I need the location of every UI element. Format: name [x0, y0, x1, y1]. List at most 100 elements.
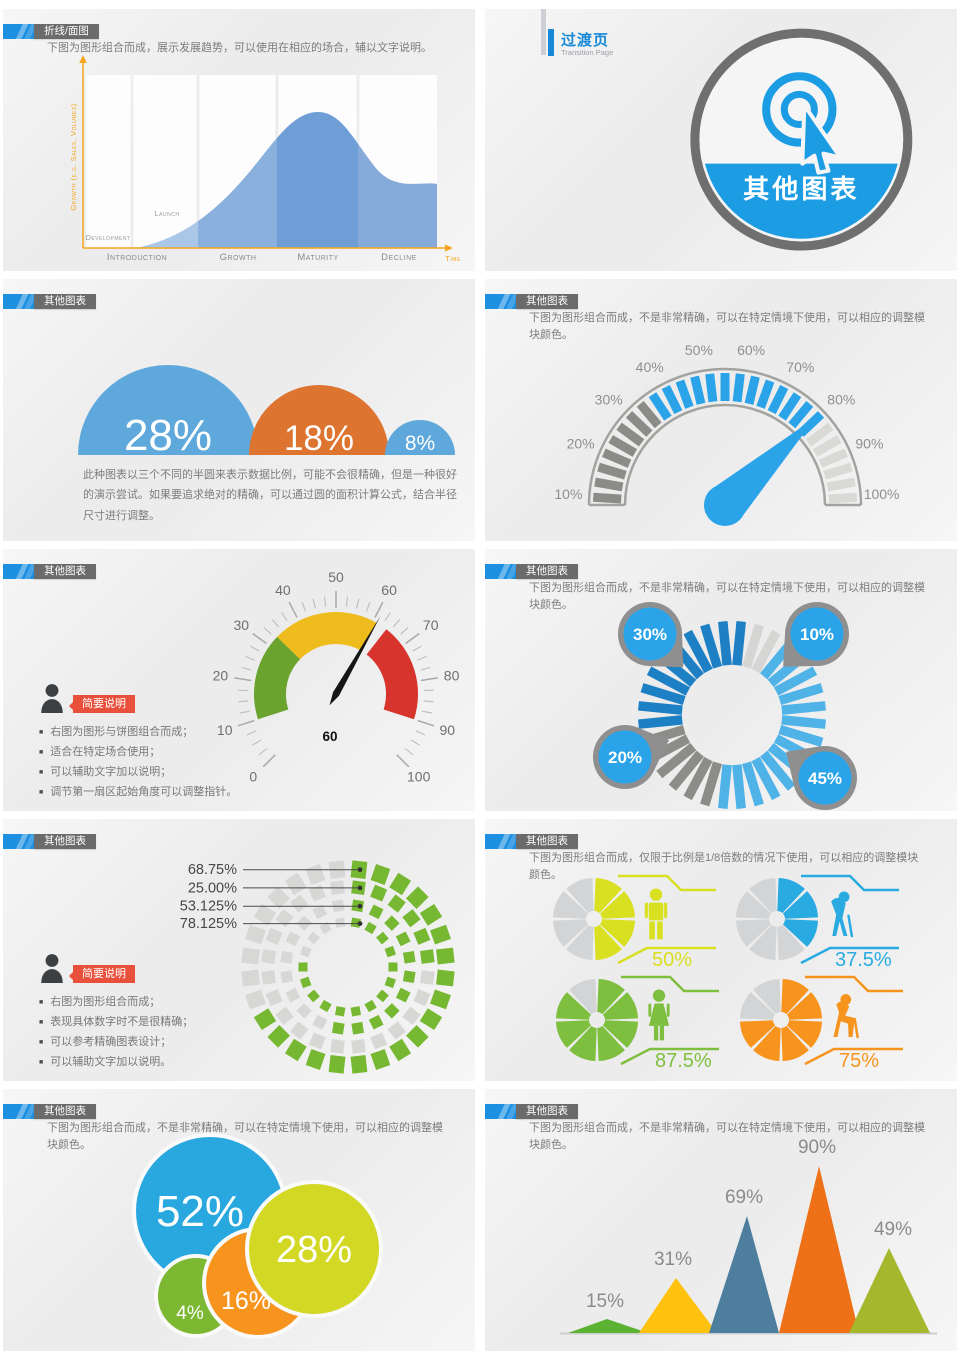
value-label: 28% [124, 411, 212, 460]
value-label: 4% [176, 1303, 204, 1324]
slide-transition: 过渡页 Transition Page 其他图表 [485, 9, 957, 271]
value-label: 100% [864, 486, 900, 502]
value-label: Decline [381, 252, 417, 263]
value-label: 80 [444, 668, 460, 684]
value-label: 40 [275, 582, 291, 598]
value-label: 80% [827, 392, 855, 408]
value-label: 40% [636, 359, 664, 375]
slide-title: 其他图表 [516, 294, 578, 309]
slide-description: 下图为图形组合而成，展示发展趋势，可以使用在相应的场合，辅以文字说明。 [47, 40, 447, 57]
slide-description: 此种图表以三个不同的半圆来表示数据比例，可能不会很精确，但是一种很好的演示尝试。… [83, 465, 457, 526]
slide-gauge-percent: 其他图表 下图为图形组合而成，不是非常精确，可以在特定情境下使用，可以相应的调整… [485, 279, 957, 541]
note-item: 适合在特定场合使用； [39, 745, 279, 760]
transition-badge: 其他图表 [743, 174, 859, 204]
value-label: 100 [407, 769, 431, 785]
value-label: 30% [595, 392, 623, 408]
value-label: Growth [220, 252, 257, 263]
slide-title: 其他图表 [516, 834, 578, 849]
value-label: 52% [156, 1187, 244, 1236]
transition-graphic: 其他图表 [485, 9, 957, 271]
elderly-cane-icon [831, 891, 852, 936]
value-label: 60 [381, 582, 397, 598]
value-label: 90 [440, 722, 456, 738]
value-label: Launch [155, 209, 180, 218]
value-label: Time [445, 254, 461, 263]
slide-triangles: 其他图表 下图为图形组合而成，不是非常精确，可以在特定情境下使用，可以相应的调整… [485, 1089, 957, 1351]
note-item: 表现具体数字时不是很精确； [39, 1015, 279, 1030]
value-label: 20 [213, 668, 229, 684]
value-label: Maturity [297, 252, 338, 263]
value-label: 50% [685, 342, 713, 358]
note-item: 右图为图形与饼图组合而成； [39, 725, 279, 740]
value-label: 70% [786, 359, 814, 375]
value-label: 10% [554, 486, 582, 502]
value-label: 8% [405, 432, 435, 455]
value-label: 78.125% [180, 916, 237, 932]
value-label: 53.125% [180, 899, 237, 915]
slide-description: 下图为图形组合而成，不是非常精确，可以在特定情境下使用，可以相应的调整模块颜色。 [529, 1120, 929, 1154]
notes-tag: 简要说明 [73, 965, 135, 983]
slide-title: 其他图表 [34, 1104, 96, 1119]
value-label: Growth (e.g. Sales, Volumes) [69, 103, 78, 210]
value-label: 50 [328, 569, 344, 585]
note-item: 右图为图形组合而成； [39, 995, 279, 1010]
value-label: 20% [567, 435, 595, 451]
slide-title: 其他图表 [516, 564, 578, 579]
notes-tag: 简要说明 [73, 695, 135, 713]
slide-title: 折线/面图 [34, 24, 99, 39]
value-label: 28% [276, 1229, 352, 1271]
adult-male-icon [645, 888, 667, 939]
person-icon [39, 683, 65, 713]
value-label: 45% [808, 769, 842, 788]
notes-list: 右图为图形组合而成； 表现具体数字时不是很精确； 可以参考精确图表设计； 可以辅… [39, 995, 279, 1070]
value-label: 25.00% [188, 880, 237, 896]
person-icon [39, 953, 65, 983]
value-label: 31% [654, 1249, 692, 1270]
slide-semicircles: 其他图表 28% 18% 8% 此种图表以三个不同的半圆来表示数据比例，可能不会很精… [3, 279, 475, 541]
note-item: 可以辅助文字加以说明； [39, 765, 279, 780]
slide-bubbles: 其他图表 下图为图形组合而成，不是非常精确，可以在特定情境下使用，可以相应的调整… [3, 1089, 475, 1351]
slide-title: 其他图表 [516, 1104, 578, 1119]
notes-block: 简要说明 右图为图形与饼图组合而成； 适合在特定场合使用； 可以辅助文字加以说明… [39, 683, 279, 805]
value-label: 20% [608, 748, 642, 767]
slide-title: 其他图表 [34, 834, 96, 849]
elderly-seated-icon [833, 994, 857, 1037]
slide-description: 下图为图形组合而成，仅限于比例是1/8倍数的情况下使用，可以相应的调整模块颜色。 [529, 850, 929, 884]
value-label: Development [85, 233, 130, 242]
value-label: Introduction [107, 252, 167, 263]
slide-lifecycle: 折线/面图 下图为图形组合而成，展示发展趋势，可以使用在相应的场合，辅以文字说明… [3, 9, 475, 271]
slide-concentric-rings: 其他图表 68.75% 25.00% 53.125%78.125% 简要说明 右图为… [3, 819, 475, 1081]
value-label: 16% [221, 1287, 271, 1315]
slide-description: 下图为图形组合而成，不是非常精确，可以在特定情境下使用，可以相应的调整模块颜色。 [529, 310, 929, 344]
value-label: 87.5% [655, 1050, 712, 1072]
slide-pie-eighths: 其他图表 下图为图形组合而成，仅限于比例是1/8倍数的情况下使用，可以相应的调整… [485, 819, 957, 1081]
value-label: 15% [586, 1291, 624, 1312]
slide-description: 下图为图形组合而成，不是非常精确，可以在特定情境下使用，可以相应的调整模块颜色。 [47, 1120, 447, 1154]
value-label: 60% [737, 342, 765, 358]
value-label: 70 [423, 617, 439, 633]
value-label: 10% [800, 625, 834, 644]
slide-title: 其他图表 [34, 294, 96, 309]
slide-description: 下图为图形组合而成，不是非常精确，可以在特定情境下使用，可以相应的调整模块颜色。 [529, 580, 929, 614]
value-label: 60 [322, 729, 337, 744]
value-label: 49% [874, 1219, 912, 1240]
value-label: 68.75% [188, 862, 237, 878]
value-label: 50% [652, 949, 692, 971]
value-label: 69% [725, 1187, 763, 1208]
value-label: 30% [633, 625, 667, 644]
note-item: 可以辅助文字加以说明。 [39, 1055, 279, 1070]
value-label: 75% [839, 1050, 879, 1072]
value-label: 30 [234, 617, 250, 633]
value-label: 90% [855, 435, 883, 451]
notes-list: 右图为图形与饼图组合而成； 适合在特定场合使用； 可以辅助文字加以说明； 调节第… [39, 725, 279, 800]
value-label: 18% [284, 419, 354, 458]
value-label: 37.5% [835, 949, 892, 971]
notes-block: 简要说明 右图为图形组合而成； 表现具体数字时不是很精确； 可以参考精确图表设计… [39, 953, 279, 1075]
note-item: 调节第一扇区起始角度可以调整指针。 [39, 785, 279, 800]
slide-title: 其他图表 [34, 564, 96, 579]
slide-segmented-donut: 其他图表 下图为图形组合而成，不是非常精确，可以在特定情境下使用，可以相应的调整… [485, 549, 957, 811]
adult-female-icon [648, 989, 669, 1040]
note-item: 可以参考精确图表设计； [39, 1035, 279, 1050]
